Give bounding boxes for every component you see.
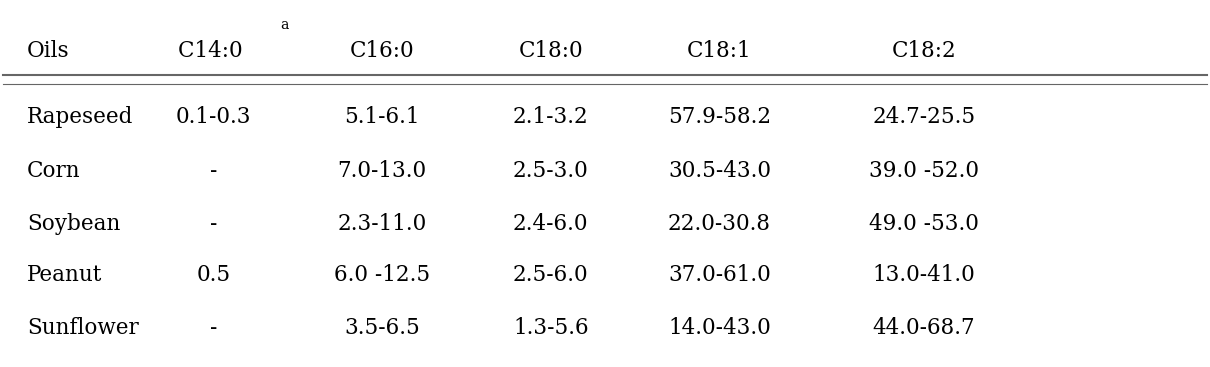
Text: Corn: Corn [27,160,81,182]
Text: Soybean: Soybean [27,213,120,235]
Text: -: - [209,160,218,182]
Text: 49.0 -53.0: 49.0 -53.0 [869,213,979,235]
Text: 39.0 -52.0: 39.0 -52.0 [869,160,979,182]
Text: 22.0-30.8: 22.0-30.8 [668,213,771,235]
Text: 2.1-3.2: 2.1-3.2 [513,106,589,128]
Text: 24.7-25.5: 24.7-25.5 [872,106,975,128]
Text: 0.5: 0.5 [196,264,231,286]
Text: 57.9-58.2: 57.9-58.2 [668,106,771,128]
Text: 2.5-6.0: 2.5-6.0 [513,264,588,286]
Text: C16:0: C16:0 [350,40,415,62]
Text: 30.5-43.0: 30.5-43.0 [668,160,771,182]
Text: Sunflower: Sunflower [27,317,139,339]
Text: Peanut: Peanut [27,264,102,286]
Text: Oils: Oils [27,40,69,62]
Text: 14.0-43.0: 14.0-43.0 [668,317,771,339]
Text: a: a [280,18,288,33]
Text: 2.5-3.0: 2.5-3.0 [513,160,589,182]
Text: C14:0: C14:0 [178,40,249,62]
Text: -: - [209,317,218,339]
Text: 1.3-5.6: 1.3-5.6 [513,317,588,339]
Text: 2.3-11.0: 2.3-11.0 [338,213,427,235]
Text: C18:0: C18:0 [519,40,583,62]
Text: 3.5-6.5: 3.5-6.5 [345,317,420,339]
Text: 44.0-68.7: 44.0-68.7 [872,317,975,339]
Text: 13.0-41.0: 13.0-41.0 [872,264,975,286]
Text: Rapeseed: Rapeseed [27,106,133,128]
Text: -: - [209,213,218,235]
Text: 37.0-61.0: 37.0-61.0 [668,264,771,286]
Text: 2.4-6.0: 2.4-6.0 [513,213,588,235]
Text: 6.0 -12.5: 6.0 -12.5 [334,264,431,286]
Text: C18:1: C18:1 [687,40,751,62]
Text: 7.0-13.0: 7.0-13.0 [338,160,427,182]
Text: 0.1-0.3: 0.1-0.3 [175,106,252,128]
Text: 5.1-6.1: 5.1-6.1 [345,106,420,128]
Text: C18:2: C18:2 [892,40,957,62]
